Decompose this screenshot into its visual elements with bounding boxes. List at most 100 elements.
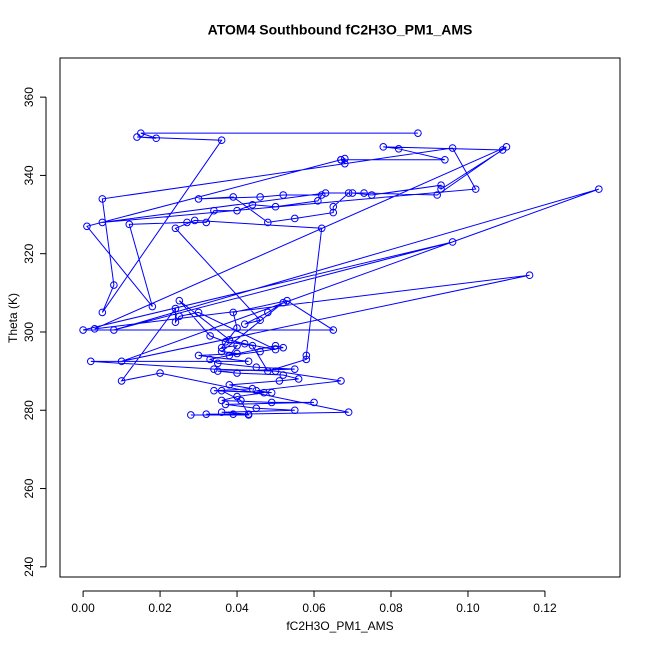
data-point (210, 386, 218, 395)
data-point (275, 377, 284, 385)
x-tick-label: 0.00 (71, 601, 95, 615)
data-point (256, 347, 264, 356)
data-point (267, 398, 276, 407)
data-point (271, 341, 280, 350)
data-point (194, 195, 203, 203)
data-point (125, 220, 134, 229)
data-point (190, 216, 199, 225)
data-point (290, 365, 299, 373)
data-point (90, 325, 99, 333)
data-point (206, 332, 214, 340)
data-point (248, 384, 257, 393)
data-point (252, 404, 261, 413)
data-point (264, 218, 272, 227)
data-point (264, 308, 272, 317)
data-point (194, 351, 203, 360)
data-point (117, 357, 126, 366)
data-point (290, 214, 299, 223)
data-point (229, 410, 237, 418)
data-point (344, 408, 353, 417)
data-point (225, 381, 234, 389)
x-tick-label: 0.04 (225, 601, 249, 615)
data-point (233, 341, 241, 350)
data-point (248, 341, 257, 350)
data-point (79, 326, 87, 334)
y-tick-label: 260 (22, 478, 36, 498)
data-point (233, 206, 241, 215)
data-point (171, 318, 180, 326)
data-point (83, 222, 91, 231)
data-point (210, 365, 218, 373)
data-point (329, 326, 338, 334)
data-point (229, 308, 237, 317)
data-point (110, 281, 118, 289)
data-point (595, 185, 603, 193)
data-point (248, 200, 257, 209)
data-point (237, 396, 245, 405)
data-point (217, 396, 226, 405)
data-point (86, 357, 95, 366)
data-point (367, 191, 376, 199)
data-point (302, 351, 311, 360)
data-point (360, 189, 368, 197)
data-point (348, 189, 357, 197)
data-point (433, 191, 441, 199)
x-tick-label: 0.10 (456, 601, 480, 615)
data-point (264, 367, 272, 375)
data-point (240, 320, 249, 328)
data-point (98, 308, 107, 317)
y-tick-label: 320 (22, 243, 36, 263)
x-tick-label: 0.12 (533, 601, 557, 615)
y-tick-label: 360 (22, 87, 36, 107)
data-point (229, 193, 237, 201)
data-point (256, 316, 264, 325)
data-point (314, 197, 322, 205)
data-point (244, 357, 253, 366)
data-point (341, 154, 349, 163)
data-point (233, 324, 241, 332)
data-point (341, 159, 349, 168)
plot-frame (59, 57, 621, 578)
data-point (233, 369, 241, 377)
data-line (82, 132, 599, 416)
data-point (448, 144, 457, 152)
x-tick-label: 0.06 (302, 601, 326, 615)
data-point (233, 349, 241, 358)
data-point (329, 202, 338, 211)
x-axis-label: fC2H3O_PM1_AMS (286, 619, 393, 633)
data-point (156, 369, 164, 377)
data-point (260, 388, 268, 397)
data-point (310, 398, 318, 407)
data-point (98, 218, 107, 227)
data-point (187, 411, 195, 419)
data-point (271, 345, 280, 354)
data-point (217, 408, 226, 417)
data-point (279, 343, 288, 352)
data-point (133, 133, 141, 141)
data-point (206, 355, 214, 364)
data-point (202, 218, 211, 227)
y-tick-label: 240 (22, 556, 36, 576)
data-point (221, 337, 230, 346)
data-point (525, 271, 534, 280)
data-point (171, 304, 180, 313)
chart-title: ATOM4 Southbound fC2H3O_PM1_AMS (208, 22, 473, 38)
data-point (202, 410, 211, 418)
data-point (271, 202, 280, 211)
data-point (171, 224, 180, 233)
y-tick-label: 340 (22, 165, 36, 185)
x-tick-label: 0.08 (379, 601, 403, 615)
y-axis-label: Theta (K) (6, 293, 20, 343)
data-point (256, 193, 264, 201)
data-point (294, 375, 303, 383)
data-point (279, 371, 288, 379)
y-tick-label: 300 (22, 322, 36, 342)
data-point (225, 351, 234, 360)
data-point (252, 386, 261, 395)
data-point (502, 143, 511, 151)
data-point (110, 326, 118, 334)
data-point (194, 308, 203, 317)
data-point (283, 296, 291, 305)
data-point (183, 218, 191, 227)
y-tick-label: 280 (22, 400, 36, 420)
